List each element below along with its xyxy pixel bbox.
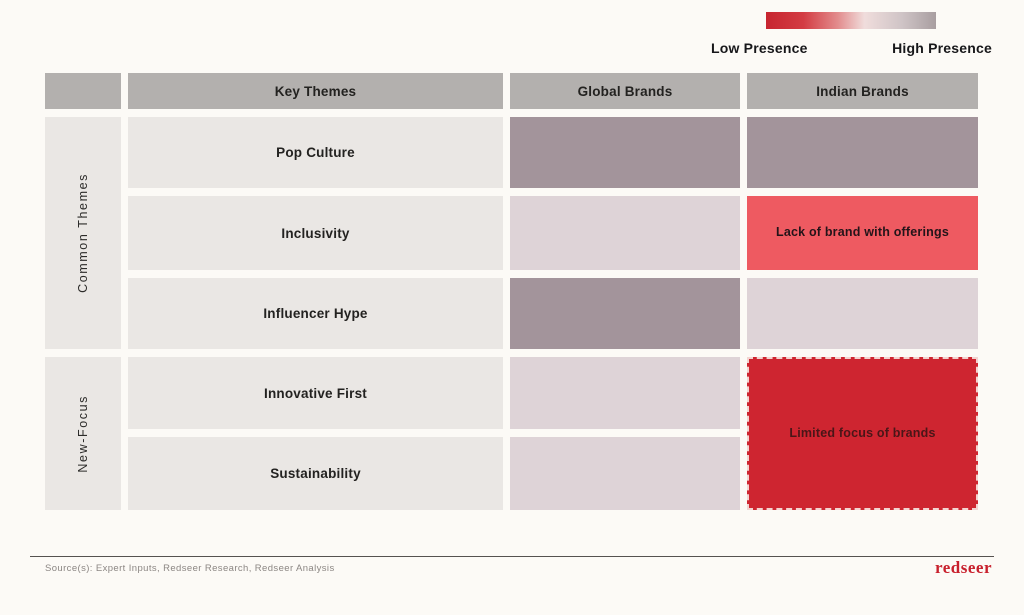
legend-low-label: Low Presence <box>711 40 808 56</box>
heatmap-table: Key Themes Global Brands Indian Brands C… <box>45 73 978 510</box>
redseer-logo: redseer <box>935 558 992 577</box>
theme-innovative-first: Innovative First <box>128 357 503 429</box>
theme-inclusivity: Inclusivity <box>128 196 503 270</box>
header-global-brands: Global Brands <box>510 73 740 109</box>
header-corner-cell <box>45 73 121 109</box>
annotation-lack-of-brand: Lack of brand with offerings <box>776 225 949 240</box>
legend-high-label: High Presence <box>892 40 992 56</box>
cell-influencer-hype-indian <box>747 278 978 349</box>
header-key-themes: Key Themes <box>128 73 503 109</box>
group-label-new-focus: New-Focus <box>45 357 121 510</box>
cell-inclusivity-global <box>510 196 740 270</box>
legend-gradient-bar <box>766 12 936 29</box>
presence-legend: Low Presence High Presence <box>711 40 992 56</box>
group-label-common-themes-text: Common Themes <box>76 173 90 293</box>
cell-innovative-first-global <box>510 357 740 429</box>
cell-influencer-hype-global <box>510 278 740 349</box>
group-label-new-focus-text: New-Focus <box>76 394 90 473</box>
cell-pop-culture-global <box>510 117 740 188</box>
header-indian-brands: Indian Brands <box>747 73 978 109</box>
footer-divider <box>30 556 994 557</box>
theme-pop-culture: Pop Culture <box>128 117 503 188</box>
annotation-limited-focus: Limited focus of brands <box>789 425 936 440</box>
theme-influencer-hype: Influencer Hype <box>128 278 503 349</box>
cell-sustainability-global <box>510 437 740 510</box>
theme-sustainability: Sustainability <box>128 437 503 510</box>
source-note: Source(s): Expert Inputs, Redseer Resear… <box>45 563 335 574</box>
cell-inclusivity-indian: Lack of brand with offerings <box>747 196 978 270</box>
group-label-common-themes: Common Themes <box>45 117 121 349</box>
cell-newfocus-indian-merged: Limited focus of brands <box>747 357 978 510</box>
cell-pop-culture-indian <box>747 117 978 188</box>
